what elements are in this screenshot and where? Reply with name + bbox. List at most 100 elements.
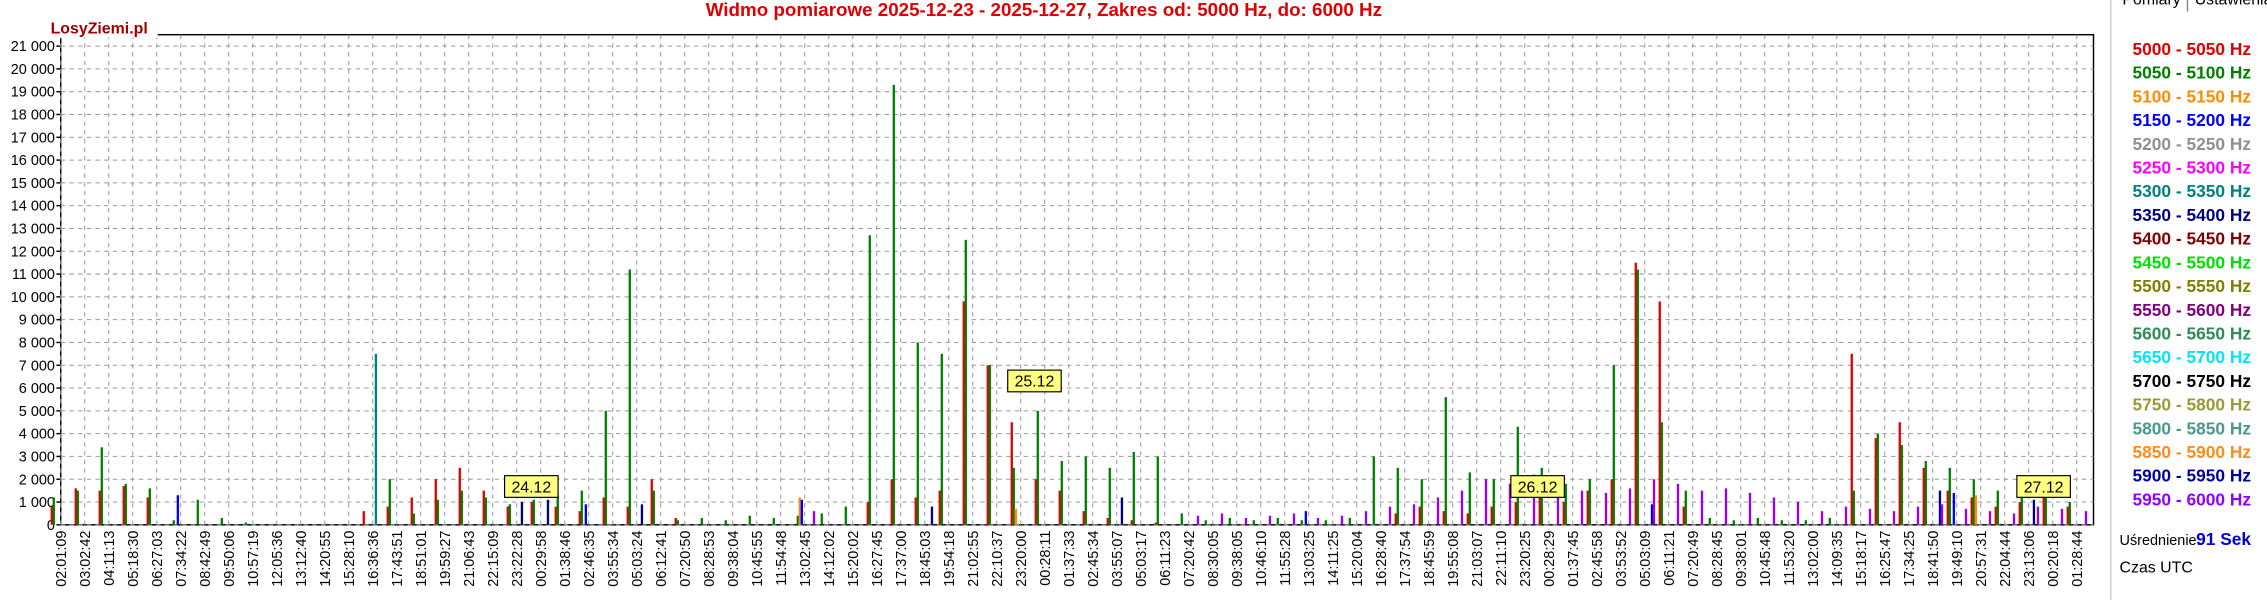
legend-entry: 5200 - 5250 Hz [2133, 134, 2252, 154]
bar [434, 479, 437, 525]
tab[interactable]: Pomiary [2122, 0, 2180, 8]
bar [546, 499, 550, 525]
x-tick-label: 07:20:50 [678, 531, 694, 587]
bar [172, 520, 175, 525]
x-tick-label: 01:28:44 [2070, 531, 2086, 587]
x-tick-label: 06:27:03 [150, 531, 166, 587]
x-tick-label: 09:38:05 [1230, 531, 1246, 587]
x-tick-label: 13:02:00 [1806, 531, 1822, 587]
y-tick-label: 6 000 [19, 381, 55, 397]
x-tick-label: 08:28:45 [1710, 531, 1726, 587]
x-tick-label: 18:45:59 [1422, 531, 1438, 587]
bar [700, 517, 703, 525]
x-tick-label: 09:38:04 [726, 531, 742, 587]
bar [506, 506, 509, 525]
x-tick-label: 02:46:35 [582, 531, 598, 587]
y-tick-label: 13 000 [11, 222, 55, 238]
bar [1748, 492, 1752, 525]
bar [1468, 472, 1471, 525]
bar [1388, 506, 1392, 525]
bar [962, 301, 965, 525]
x-tick-label: 06:11:23 [1158, 531, 1174, 586]
bar [1988, 511, 1992, 525]
site-label: LosyZiemi.pl [51, 20, 148, 37]
y-tick-label: 14 000 [11, 199, 55, 215]
x-tick-label: 00:28:11 [1038, 531, 1054, 586]
bar [1120, 497, 1124, 525]
y-tick-label: 18 000 [11, 108, 55, 124]
bar [1660, 422, 1663, 525]
x-tick-label: 05:03:09 [1638, 531, 1654, 587]
bar [1874, 438, 1877, 525]
bar [1972, 479, 1975, 525]
bar [1132, 451, 1135, 525]
bar [520, 502, 524, 525]
x-tick-label: 02:45:34 [1086, 531, 1102, 587]
bar [640, 504, 644, 525]
bar [724, 520, 727, 525]
bar [1948, 467, 1951, 525]
bar [1586, 490, 1589, 525]
bar [1588, 479, 1591, 525]
x-tick-label: 03:55:34 [606, 531, 622, 587]
x-tick-label: 07:20:42 [1182, 531, 1198, 587]
bar [196, 499, 199, 525]
site-bg [47, 17, 158, 38]
bar [1394, 513, 1397, 525]
bar [1580, 490, 1584, 525]
tab[interactable]: Ustawienia [2195, 0, 2267, 8]
x-tick-label: 11:55:28 [1278, 531, 1294, 586]
bar [1964, 508, 1968, 525]
chart-title: Widmo pomiarowe 2025-12-23 - 2025-12-27,… [706, 0, 1382, 20]
bar [124, 483, 127, 525]
bar [1604, 492, 1608, 525]
legend-entry: 5900 - 5950 Hz [2133, 466, 2252, 486]
bar [532, 499, 535, 525]
x-tick-label: 10:57:19 [246, 531, 262, 587]
bar [1772, 497, 1776, 525]
x-tick-label: 20:57:31 [1974, 531, 1990, 587]
x-tick-label: 00:29:58 [534, 531, 550, 587]
bar [916, 342, 919, 525]
bar [798, 497, 801, 525]
bar [1844, 506, 1848, 525]
plot-area [60, 33, 2095, 526]
x-tick-label: 06:11:21 [1662, 531, 1678, 586]
bar [1994, 506, 1997, 525]
bar [52, 497, 55, 525]
bar [1514, 502, 1517, 525]
bar [1652, 479, 1656, 525]
bar [938, 490, 941, 525]
bar [866, 502, 869, 525]
bar [604, 410, 607, 525]
x-tick-label: 00:20:18 [2046, 531, 2062, 587]
bar [1292, 513, 1296, 525]
x-tick-label: 13:03:25 [1302, 531, 1318, 587]
bar [388, 479, 391, 525]
legend-entry: 5050 - 5100 Hz [2133, 63, 2252, 83]
bar [1636, 269, 1639, 525]
bar [1484, 479, 1488, 525]
x-tick-label: 14:12:02 [822, 531, 838, 587]
x-tick-label: 18:45:03 [918, 531, 934, 587]
bar [1492, 479, 1495, 525]
legend-entry: 5600 - 5650 Hz [2133, 323, 2252, 343]
bar [1676, 483, 1680, 525]
bar [484, 497, 487, 525]
bar [626, 506, 629, 525]
bar [374, 353, 378, 525]
bar [1970, 497, 1973, 525]
x-tick-label: 07:20:49 [1686, 531, 1702, 587]
bar [122, 486, 125, 525]
x-tick-label: 17:37:00 [894, 531, 910, 587]
bar [772, 517, 775, 525]
bar [76, 490, 79, 525]
x-tick-label: 11:54:48 [774, 531, 790, 586]
bar [458, 467, 461, 525]
x-tick-label: 08:28:53 [702, 531, 718, 587]
bar [1916, 506, 1920, 525]
x-tick-label: 19:59:27 [438, 531, 454, 587]
bar [100, 447, 103, 525]
y-tick-label: 9 000 [19, 313, 55, 329]
